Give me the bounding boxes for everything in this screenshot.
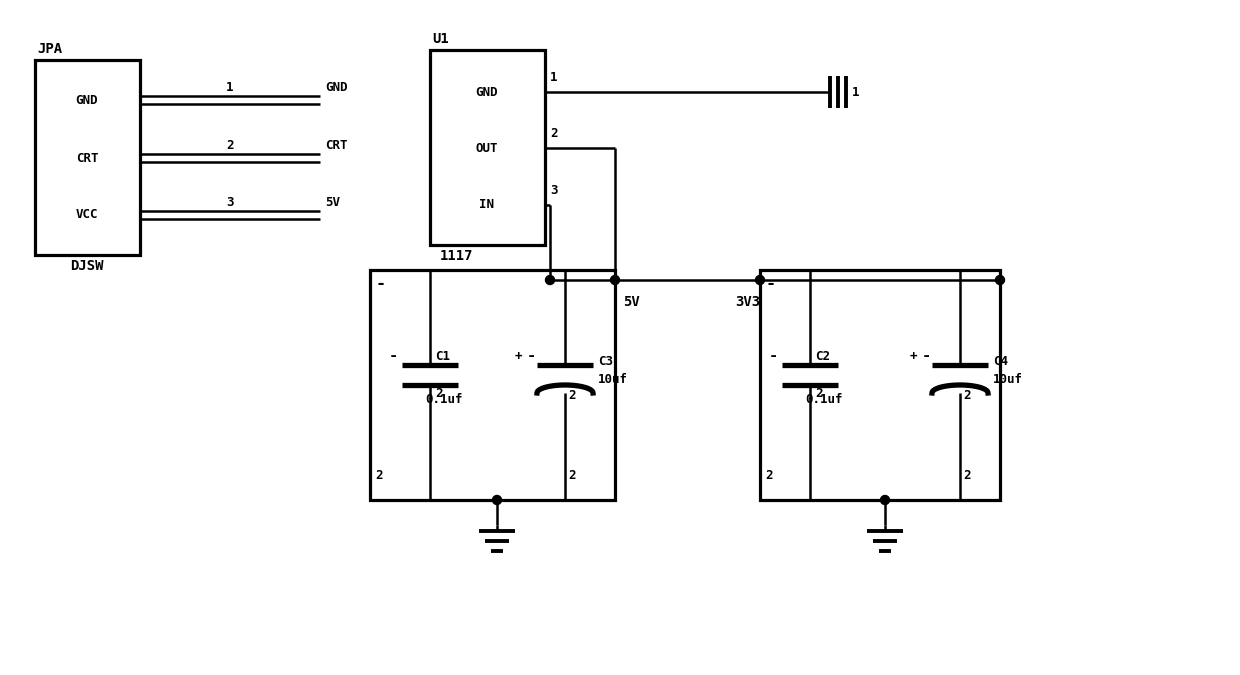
Text: CRT: CRT xyxy=(325,139,347,152)
Bar xyxy=(760,270,999,500)
Text: GND: GND xyxy=(476,86,498,99)
Text: 2: 2 xyxy=(815,387,822,400)
Text: 2: 2 xyxy=(765,469,773,482)
Text: 1: 1 xyxy=(852,86,859,99)
Text: 3: 3 xyxy=(226,196,234,209)
Text: 10uf: 10uf xyxy=(993,373,1023,386)
Text: -: - xyxy=(765,275,775,293)
Text: U1: U1 xyxy=(432,32,449,46)
Text: -: - xyxy=(389,348,398,363)
Circle shape xyxy=(492,495,501,504)
Text: 2: 2 xyxy=(568,469,575,482)
Text: 0.1uf: 0.1uf xyxy=(425,393,463,406)
Text: -: - xyxy=(527,348,536,363)
Text: JPA: JPA xyxy=(37,42,62,56)
Text: +: + xyxy=(910,350,918,363)
Bar xyxy=(370,270,615,500)
Text: 2: 2 xyxy=(568,389,575,402)
Circle shape xyxy=(755,275,765,284)
Text: OUT: OUT xyxy=(476,142,498,155)
Bar xyxy=(430,50,546,245)
Circle shape xyxy=(610,275,620,284)
Text: 5V: 5V xyxy=(325,196,340,209)
Text: C3: C3 xyxy=(598,355,613,368)
Text: -: - xyxy=(923,348,931,363)
Text: 3V3: 3V3 xyxy=(735,295,760,309)
Text: CRT: CRT xyxy=(76,151,98,165)
Text: 1: 1 xyxy=(226,81,234,94)
Text: 2: 2 xyxy=(374,469,382,482)
Text: C2: C2 xyxy=(815,350,830,363)
Circle shape xyxy=(880,495,889,504)
Text: DJSW: DJSW xyxy=(71,259,104,273)
Text: 2: 2 xyxy=(963,389,971,402)
Text: -: - xyxy=(374,275,384,293)
Text: C1: C1 xyxy=(435,350,450,363)
Text: VCC: VCC xyxy=(76,209,98,221)
Text: 2: 2 xyxy=(435,387,443,400)
Text: GND: GND xyxy=(76,94,98,107)
Text: -: - xyxy=(769,348,777,363)
Text: 10uf: 10uf xyxy=(598,373,627,386)
Text: 3: 3 xyxy=(551,184,558,197)
Text: GND: GND xyxy=(325,81,347,94)
Circle shape xyxy=(996,275,1004,284)
Text: C4: C4 xyxy=(993,355,1008,368)
Text: 2: 2 xyxy=(226,139,234,152)
Text: 2: 2 xyxy=(551,127,558,140)
Text: 1: 1 xyxy=(551,71,558,84)
Text: 5V: 5V xyxy=(622,295,640,309)
Text: IN: IN xyxy=(480,198,495,211)
Text: 0.1uf: 0.1uf xyxy=(805,393,843,406)
Text: 1117: 1117 xyxy=(440,249,474,263)
Text: +: + xyxy=(515,350,522,363)
Circle shape xyxy=(546,275,554,284)
Bar xyxy=(35,60,140,255)
Text: 2: 2 xyxy=(963,469,971,482)
